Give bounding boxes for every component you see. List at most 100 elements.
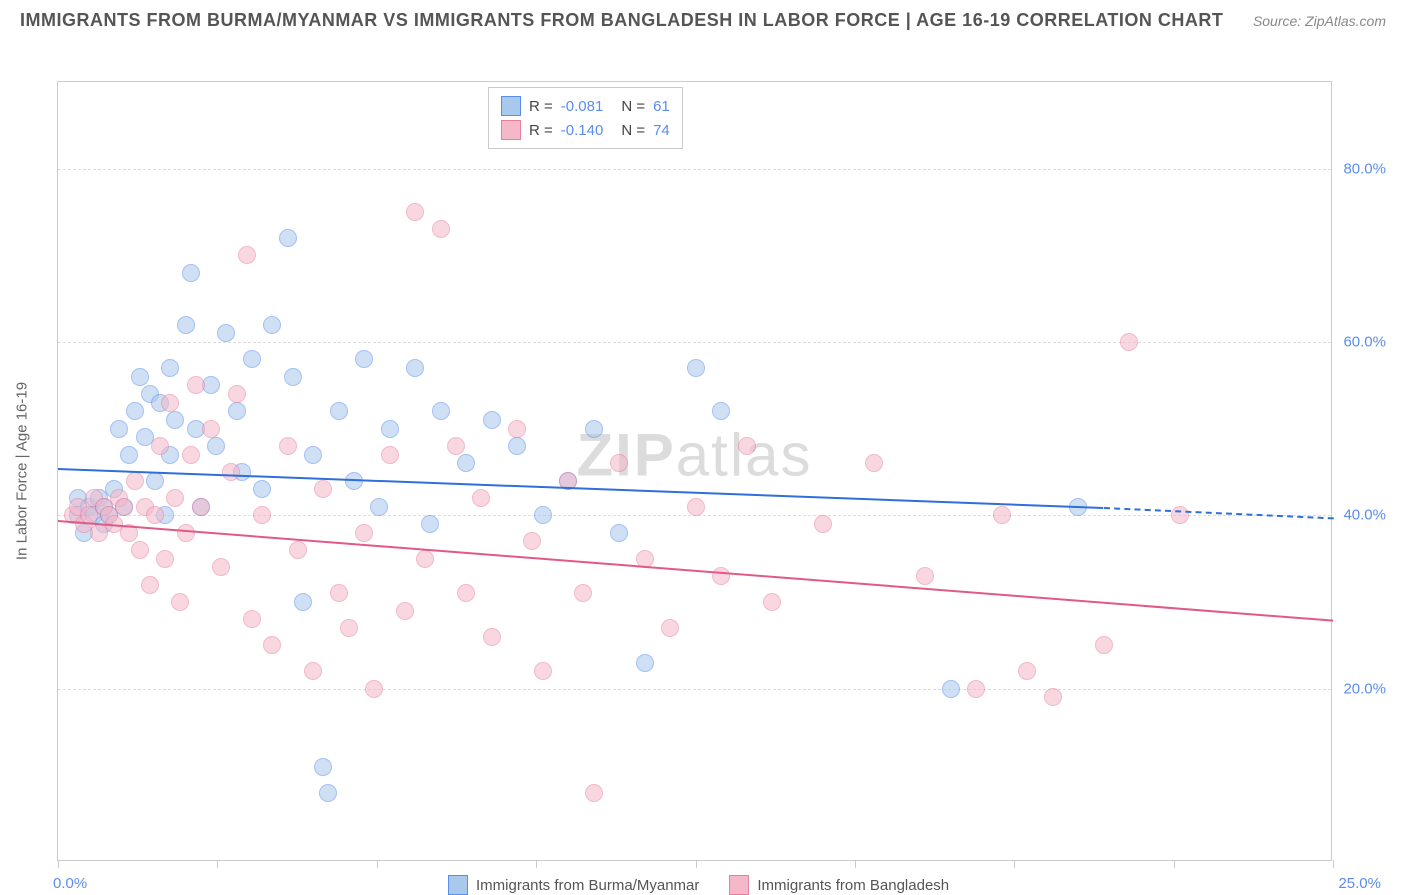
scatter-point-bangladesh — [340, 619, 358, 637]
scatter-point-bangladesh — [202, 420, 220, 438]
r-label: R = — [529, 98, 553, 115]
scatter-point-burma — [177, 316, 195, 334]
scatter-point-bangladesh — [447, 437, 465, 455]
scatter-point-bangladesh — [365, 680, 383, 698]
scatter-point-burma — [182, 264, 200, 282]
n-label: N = — [621, 122, 645, 139]
scatter-point-burma — [585, 420, 603, 438]
scatter-point-bangladesh — [1095, 636, 1113, 654]
scatter-point-bangladesh — [243, 610, 261, 628]
x-tick — [1333, 860, 1334, 868]
n-label: N = — [621, 98, 645, 115]
scatter-point-bangladesh — [171, 593, 189, 611]
scatter-point-burma — [263, 316, 281, 334]
scatter-point-burma — [207, 437, 225, 455]
r-label: R = — [529, 122, 553, 139]
scatter-point-burma — [294, 593, 312, 611]
scatter-point-bangladesh — [166, 489, 184, 507]
scatter-point-bangladesh — [304, 662, 322, 680]
trend-line-burma — [58, 468, 1104, 509]
scatter-point-bangladesh — [222, 463, 240, 481]
scatter-point-burma — [330, 402, 348, 420]
x-min-label: 0.0% — [53, 875, 87, 892]
scatter-point-burma — [110, 420, 128, 438]
legend-swatch-burma — [448, 875, 468, 895]
scatter-point-bangladesh — [574, 584, 592, 602]
series-legend-item-bangladesh: Immigrants from Bangladesh — [729, 875, 949, 895]
scatter-point-burma — [432, 402, 450, 420]
scatter-point-bangladesh — [279, 437, 297, 455]
scatter-point-bangladesh — [151, 437, 169, 455]
scatter-point-burma — [406, 359, 424, 377]
scatter-point-bangladesh — [146, 506, 164, 524]
scatter-point-bangladesh — [182, 446, 200, 464]
scatter-point-bangladesh — [738, 437, 756, 455]
scatter-point-burma — [534, 506, 552, 524]
scatter-point-burma — [712, 402, 730, 420]
r-value: -0.081 — [561, 98, 604, 115]
scatter-point-bangladesh — [472, 489, 490, 507]
scatter-point-bangladesh — [115, 498, 133, 516]
y-tick-label: 80.0% — [1343, 160, 1386, 177]
watermark-rest: atlas — [676, 422, 813, 489]
scatter-point-bangladesh — [661, 619, 679, 637]
y-tick-label: 60.0% — [1343, 334, 1386, 351]
legend-swatch-bangladesh — [501, 120, 521, 140]
scatter-point-bangladesh — [177, 524, 195, 542]
scatter-point-bangladesh — [967, 680, 985, 698]
x-tick — [58, 860, 59, 868]
scatter-point-burma — [304, 446, 322, 464]
scatter-point-burma — [202, 376, 220, 394]
scatter-point-bangladesh — [156, 550, 174, 568]
grid-line — [58, 342, 1331, 343]
scatter-point-bangladesh — [355, 524, 373, 542]
scatter-point-bangladesh — [212, 558, 230, 576]
y-tick-label: 20.0% — [1343, 680, 1386, 697]
scatter-point-burma — [381, 420, 399, 438]
scatter-point-burma — [166, 411, 184, 429]
watermark: ZIPatlas — [576, 421, 812, 490]
scatter-point-bangladesh — [192, 498, 210, 516]
series-legend: Immigrants from Burma/Myanmar Immigrants … — [448, 875, 949, 895]
scatter-point-bangladesh — [814, 515, 832, 533]
scatter-point-burma — [457, 454, 475, 472]
x-tick — [1014, 860, 1015, 868]
series-legend-item-burma: Immigrants from Burma/Myanmar — [448, 875, 699, 895]
grid-line — [58, 689, 1331, 690]
scatter-point-burma — [370, 498, 388, 516]
scatter-point-bangladesh — [406, 203, 424, 221]
x-tick — [536, 860, 537, 868]
y-tick-label: 40.0% — [1343, 507, 1386, 524]
trend-line-dash-burma — [1103, 507, 1333, 519]
scatter-point-burma — [319, 784, 337, 802]
scatter-point-bangladesh — [865, 454, 883, 472]
scatter-point-bangladesh — [289, 541, 307, 559]
scatter-point-bangladesh — [585, 784, 603, 802]
scatter-point-burma — [146, 472, 164, 490]
scatter-point-bangladesh — [763, 593, 781, 611]
scatter-point-bangladesh — [523, 532, 541, 550]
scatter-point-bangladesh — [253, 506, 271, 524]
scatter-point-bangladesh — [263, 636, 281, 654]
scatter-point-burma — [314, 758, 332, 776]
series-label: Immigrants from Burma/Myanmar — [476, 877, 699, 894]
scatter-point-bangladesh — [416, 550, 434, 568]
scatter-point-bangladesh — [457, 584, 475, 602]
scatter-point-burma — [636, 654, 654, 672]
scatter-point-burma — [131, 368, 149, 386]
scatter-point-bangladesh — [228, 385, 246, 403]
scatter-point-bangladesh — [314, 480, 332, 498]
scatter-point-burma — [942, 680, 960, 698]
scatter-point-bangladesh — [687, 498, 705, 516]
n-value: 61 — [653, 98, 670, 115]
scatter-point-bangladesh — [396, 602, 414, 620]
scatter-point-bangladesh — [131, 541, 149, 559]
y-axis-label: In Labor Force | Age 16-19 — [14, 382, 31, 560]
scatter-point-bangladesh — [993, 506, 1011, 524]
scatter-point-burma — [253, 480, 271, 498]
scatter-point-bangladesh — [916, 567, 934, 585]
scatter-point-bangladesh — [1018, 662, 1036, 680]
scatter-point-bangladesh — [381, 446, 399, 464]
x-tick — [855, 860, 856, 868]
scatter-point-burma — [126, 402, 144, 420]
